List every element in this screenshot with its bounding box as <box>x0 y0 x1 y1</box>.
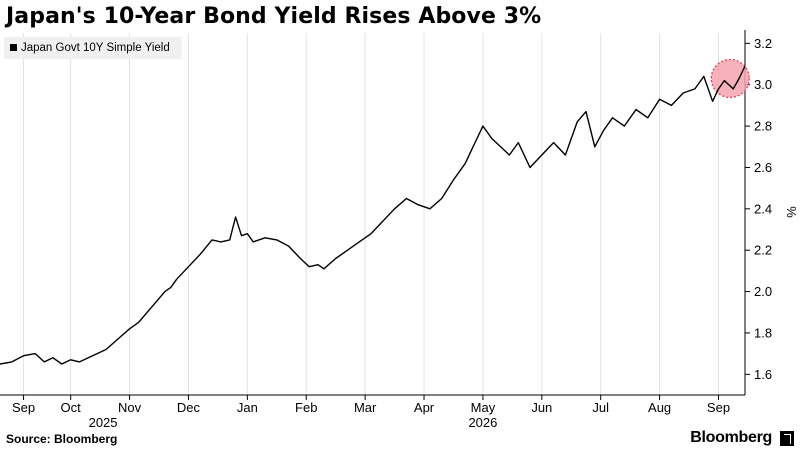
chart-grid <box>23 33 719 395</box>
annotation-layer <box>710 58 750 99</box>
legend-swatch <box>10 44 17 51</box>
x-tick-label: Oct <box>61 400 82 415</box>
x-tick-label: Nov <box>118 400 142 415</box>
x-tick-label: Apr <box>414 400 435 415</box>
x-year-label: 2026 <box>468 415 497 430</box>
y-axis: 1.6 1.8 2.0 2.2 2.4 2.6 2.8 3.0 3.2% <box>744 30 799 395</box>
x-tick-label: Aug <box>648 400 671 415</box>
brand-logo: Bloomberg <box>690 429 772 446</box>
source-note: Source: Bloomberg <box>6 432 118 446</box>
x-tick-label: Dec <box>177 400 201 415</box>
x-year-label: 2025 <box>89 415 118 430</box>
y-tick-label: 2.4 <box>754 201 772 216</box>
y-tick-label: 2.8 <box>754 119 772 134</box>
x-tick-label: Jun <box>531 400 552 415</box>
x-tick-label: Sep <box>707 400 730 415</box>
y-tick-label: 3.0 <box>754 77 772 92</box>
y-tick-label: 2.6 <box>754 160 772 175</box>
y-tick-label: 2.2 <box>754 243 772 258</box>
x-tick-label: Mar <box>354 400 377 415</box>
x-tick-label: Jul <box>592 400 609 415</box>
x-tick-label: Feb <box>295 400 317 415</box>
legend-label: Japan Govt 10Y Simple Yield <box>21 42 170 54</box>
chart-title: Japan's 10-Year Bond Yield Rises Above 3… <box>6 4 542 29</box>
series-layer <box>0 65 746 365</box>
y-tick-label: 1.6 <box>754 367 772 382</box>
y-tick-label: 1.8 <box>754 325 772 340</box>
legend: Japan Govt 10Y Simple Yield <box>4 37 182 59</box>
y-tick-label: 2.0 <box>754 284 772 299</box>
x-axis: Sep Oct Nov Dec Jan Feb Mar Apr May Jun Jul Aug Sep 2… <box>0 394 745 430</box>
y-tick-label: 3.2 <box>754 36 772 51</box>
x-tick-label: May <box>471 400 496 415</box>
bloomberg-terminal-icon <box>780 431 794 446</box>
highlight-circle <box>710 58 750 99</box>
y-axis-unit-label: % <box>784 206 799 218</box>
x-tick-label: Jan <box>237 400 258 415</box>
series-line-japan-10y <box>0 65 746 365</box>
x-tick-label: Sep <box>12 400 35 415</box>
